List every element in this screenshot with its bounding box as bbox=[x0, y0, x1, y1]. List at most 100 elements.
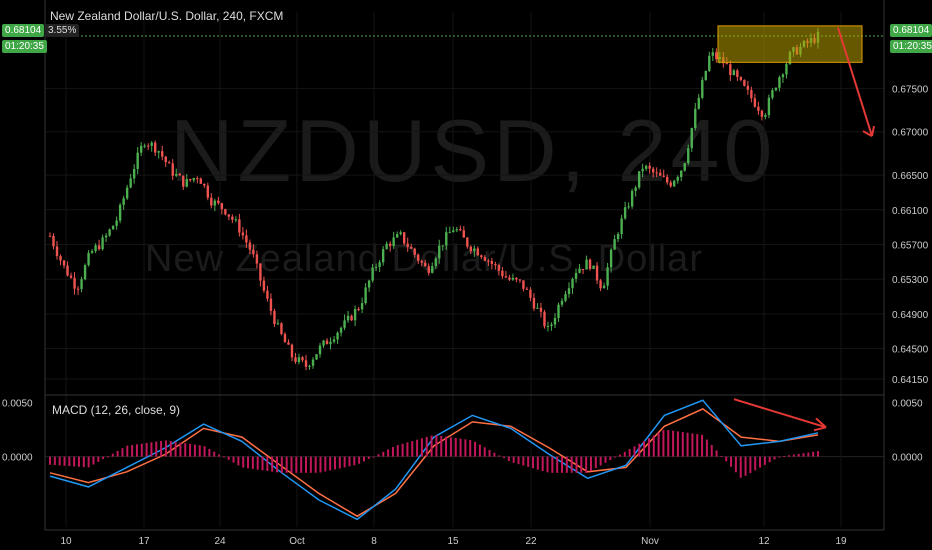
candle-body bbox=[388, 243, 392, 247]
histogram-bar bbox=[469, 440, 472, 457]
histogram-bar bbox=[189, 443, 192, 457]
histogram-bar bbox=[474, 441, 477, 457]
candle bbox=[669, 180, 672, 188]
histogram-bar bbox=[657, 432, 660, 457]
x-tick-label: Oct bbox=[289, 536, 305, 547]
candle-body bbox=[757, 106, 760, 111]
candle bbox=[392, 231, 395, 249]
candle-body bbox=[687, 148, 690, 164]
candle-body bbox=[711, 52, 714, 56]
candle-body bbox=[231, 216, 234, 220]
candle bbox=[420, 259, 423, 267]
candle bbox=[143, 143, 146, 149]
histogram-bar bbox=[184, 443, 187, 457]
candle bbox=[322, 339, 325, 349]
candle-body bbox=[420, 260, 423, 263]
histogram-bar bbox=[387, 449, 390, 457]
candle bbox=[623, 201, 627, 220]
histogram-bar bbox=[503, 456, 506, 459]
histogram-bar bbox=[788, 455, 791, 457]
candle-body bbox=[729, 64, 732, 76]
candle-body bbox=[410, 246, 413, 249]
candle-body bbox=[346, 315, 350, 321]
candle bbox=[567, 282, 571, 298]
candle-body bbox=[620, 218, 623, 234]
histogram-bar bbox=[812, 451, 815, 457]
candle-body bbox=[732, 70, 736, 76]
candle-body bbox=[304, 360, 308, 367]
candle bbox=[248, 239, 252, 255]
candle bbox=[139, 142, 143, 157]
histogram-bar bbox=[271, 456, 274, 472]
candle bbox=[252, 244, 255, 258]
histogram-bar bbox=[237, 456, 240, 466]
candle bbox=[220, 202, 224, 215]
candle bbox=[522, 280, 525, 292]
candle bbox=[234, 216, 238, 223]
histogram-bar bbox=[338, 456, 341, 469]
candle bbox=[434, 256, 437, 269]
right-price-tag: 0.68104 bbox=[890, 24, 932, 37]
y-tick-label: 0.67000 bbox=[892, 128, 929, 139]
macd-histogram bbox=[49, 430, 819, 478]
candle-body bbox=[511, 277, 515, 280]
candle-body bbox=[69, 275, 73, 278]
candle bbox=[343, 314, 346, 331]
candle bbox=[206, 182, 210, 201]
candle-body bbox=[743, 80, 746, 86]
histogram-bar bbox=[198, 445, 201, 457]
candle bbox=[417, 253, 420, 265]
y-tick-label: 0.66500 bbox=[892, 171, 929, 182]
y-tick-label: 0.64500 bbox=[892, 345, 929, 356]
candle bbox=[406, 237, 409, 252]
histogram-bar bbox=[652, 435, 655, 457]
candle bbox=[687, 144, 690, 166]
candle bbox=[122, 195, 125, 210]
histogram-bar bbox=[676, 431, 679, 457]
candle-body bbox=[490, 261, 494, 264]
candle-body bbox=[115, 220, 118, 226]
annotations bbox=[717, 25, 875, 432]
candle bbox=[164, 155, 167, 167]
candle bbox=[217, 196, 220, 205]
candle-body bbox=[154, 142, 157, 153]
x-tick-label: 24 bbox=[214, 536, 226, 547]
candle-body bbox=[111, 225, 115, 230]
price-arrow-shaft bbox=[837, 27, 873, 137]
candle bbox=[666, 174, 669, 185]
candle bbox=[778, 75, 781, 92]
candle-body bbox=[532, 297, 536, 309]
histogram-bar bbox=[290, 456, 293, 473]
candle-body bbox=[771, 90, 774, 98]
candle bbox=[746, 80, 750, 95]
candle bbox=[199, 177, 202, 184]
candle-body bbox=[673, 180, 676, 187]
candle-body bbox=[90, 251, 94, 253]
histogram-bar bbox=[739, 456, 742, 478]
histogram-bar bbox=[701, 434, 704, 457]
candle bbox=[385, 241, 388, 250]
histogram-bar bbox=[232, 456, 235, 463]
histogram-bar bbox=[256, 456, 259, 470]
candle-body bbox=[602, 285, 606, 289]
candle-body bbox=[494, 263, 497, 266]
candle-body bbox=[637, 171, 641, 188]
candle bbox=[694, 103, 697, 131]
candle bbox=[290, 343, 294, 362]
histogram-bar bbox=[778, 456, 781, 458]
candle-body bbox=[118, 204, 122, 221]
candle bbox=[360, 297, 364, 313]
candle-body bbox=[308, 365, 311, 367]
candle-body bbox=[630, 190, 634, 207]
histogram-bar bbox=[633, 446, 636, 457]
histogram-bar bbox=[488, 450, 491, 457]
candle bbox=[283, 332, 287, 343]
candle-body bbox=[592, 265, 595, 270]
candle bbox=[101, 234, 104, 251]
candle-body bbox=[392, 237, 395, 247]
candle bbox=[774, 87, 778, 92]
histogram-bar bbox=[227, 456, 230, 460]
histogram-bar bbox=[744, 456, 747, 476]
